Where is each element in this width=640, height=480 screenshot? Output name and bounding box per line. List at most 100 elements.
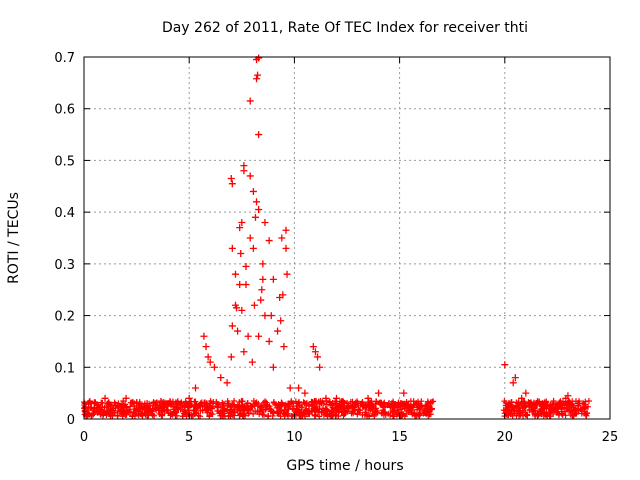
band-point: [535, 412, 542, 419]
band-point: [550, 397, 557, 404]
data-point: [564, 392, 572, 400]
data-point: [122, 394, 130, 402]
band-point: [540, 404, 547, 411]
band-point: [543, 398, 550, 405]
band-point: [177, 406, 184, 413]
band-point: [141, 406, 148, 413]
data-point: [267, 312, 275, 320]
data-point: [309, 343, 317, 351]
band-point: [585, 397, 592, 404]
data-point: [277, 317, 285, 325]
data-point: [283, 270, 291, 278]
band-point: [515, 401, 522, 408]
band-point: [541, 409, 548, 416]
band-point: [517, 409, 524, 416]
data-point: [185, 394, 193, 402]
band-point: [525, 399, 532, 406]
band-point: [323, 407, 330, 414]
band-point: [182, 398, 189, 405]
y-tick-label: 0.2: [54, 310, 75, 325]
band-point: [430, 398, 437, 405]
band-point: [350, 410, 357, 417]
band-point: [171, 403, 178, 410]
data-point: [242, 262, 250, 270]
band-point: [173, 412, 180, 419]
band-point: [377, 401, 384, 408]
band-point: [99, 412, 106, 419]
band-point: [320, 412, 327, 419]
data-point: [316, 363, 324, 371]
band-point: [369, 402, 376, 409]
band-point: [127, 399, 134, 406]
band-point: [85, 401, 92, 408]
x-tick-label: 5: [185, 430, 193, 445]
band-point: [337, 403, 344, 410]
data-point: [311, 348, 319, 356]
band-point: [422, 407, 429, 414]
band-point: [277, 407, 284, 414]
band-point: [365, 407, 372, 414]
band-point: [225, 400, 232, 407]
band-point: [399, 412, 406, 419]
data-point: [84, 410, 92, 418]
band-point: [105, 399, 112, 406]
data-point: [192, 384, 200, 392]
data-point: [253, 75, 261, 83]
data-point: [282, 226, 290, 234]
band-point: [409, 411, 416, 418]
band-point: [403, 410, 410, 417]
data-point: [417, 402, 425, 410]
band-point: [215, 407, 222, 414]
band-point: [303, 411, 310, 418]
band-point: [124, 408, 131, 415]
data-point: [240, 348, 248, 356]
data-point: [295, 384, 303, 392]
data-point: [400, 389, 408, 397]
y-tick-label: 0.5: [54, 154, 75, 169]
y-tick-label: 0.3: [54, 258, 75, 273]
band-point: [241, 403, 248, 410]
data-point: [242, 281, 250, 289]
band-point: [282, 401, 289, 408]
band-point: [349, 404, 356, 411]
data-point: [286, 384, 294, 392]
band-point: [209, 411, 216, 418]
band-point: [397, 402, 404, 409]
band-point: [516, 408, 523, 415]
band-point: [131, 406, 138, 413]
data-point: [385, 399, 393, 407]
data-point: [501, 361, 509, 369]
band-point: [112, 401, 119, 408]
band-point: [266, 403, 273, 410]
data-point: [265, 237, 273, 245]
band-point: [566, 398, 573, 405]
band-point: [278, 399, 285, 406]
x-tick-label: 15: [391, 430, 408, 445]
band-point: [311, 412, 318, 419]
band-point: [557, 401, 564, 408]
band-point: [381, 399, 388, 406]
data-point: [301, 389, 309, 397]
y-axis-label: ROTI / TECUs: [6, 192, 22, 284]
band-point: [262, 398, 269, 405]
data-point: [249, 187, 257, 195]
band-point: [572, 407, 579, 414]
band-point: [179, 402, 186, 409]
band-point: [309, 409, 316, 416]
data-point: [314, 353, 322, 361]
band-point: [191, 410, 198, 417]
band-point: [192, 398, 199, 405]
band-point: [244, 400, 251, 407]
data-point: [427, 405, 435, 413]
data-point: [206, 358, 214, 366]
band-point: [313, 403, 320, 410]
data-point: [282, 244, 290, 252]
band-point: [522, 411, 529, 418]
data-point: [228, 322, 236, 330]
data-point: [233, 304, 241, 312]
band-point: [567, 399, 574, 406]
data-point: [261, 218, 269, 226]
band-point: [424, 402, 431, 409]
data-point: [354, 399, 362, 407]
band-point: [204, 404, 211, 411]
